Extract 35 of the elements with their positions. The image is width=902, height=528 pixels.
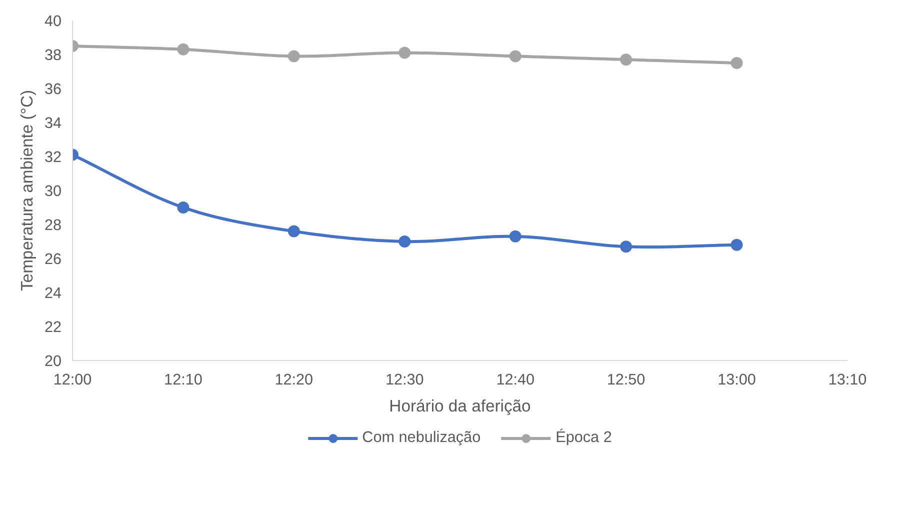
- y-tick-label: 22: [44, 319, 62, 336]
- point: [177, 202, 190, 214]
- point: [288, 225, 300, 238]
- x-tick-label: 12:40: [496, 372, 535, 388]
- y-tick-label: 34: [44, 115, 62, 132]
- point: [620, 54, 632, 66]
- y-tick-label: 28: [44, 217, 62, 234]
- point: [509, 230, 522, 242]
- legend-label: Época 2: [556, 429, 612, 447]
- point: [620, 240, 632, 253]
- y-tick-label: 40: [44, 13, 62, 30]
- x-tick-label: 12:50: [606, 372, 646, 388]
- x-tick-label: 12:00: [53, 372, 92, 388]
- point: [730, 238, 743, 251]
- y-tick-label: 24: [44, 285, 62, 302]
- legend-label: Com nebulização: [362, 429, 481, 447]
- point: [288, 50, 300, 62]
- y-tick-label: 32: [44, 149, 62, 166]
- y-tick-label: 20: [44, 353, 62, 370]
- y-tick-label: 30: [44, 183, 62, 200]
- x-tick-label: 13:10: [828, 372, 867, 388]
- point: [509, 50, 522, 62]
- point: [398, 236, 411, 248]
- y-axis-title: Temperatura ambiente (°C): [17, 90, 36, 292]
- x-tick-label: 13:00: [718, 372, 756, 388]
- point: [730, 57, 743, 69]
- x-axis-title: Horário da aferição: [389, 396, 531, 416]
- y-tick-label: 26: [44, 251, 62, 268]
- point: [398, 46, 411, 59]
- x-tick-label: 12:20: [274, 372, 314, 388]
- y-tick-label: 38: [44, 47, 62, 64]
- y-tick-label: 36: [44, 81, 62, 98]
- x-tick-label: 12:30: [385, 372, 424, 388]
- point: [177, 43, 190, 56]
- x-tick-label: 12:10: [164, 372, 202, 388]
